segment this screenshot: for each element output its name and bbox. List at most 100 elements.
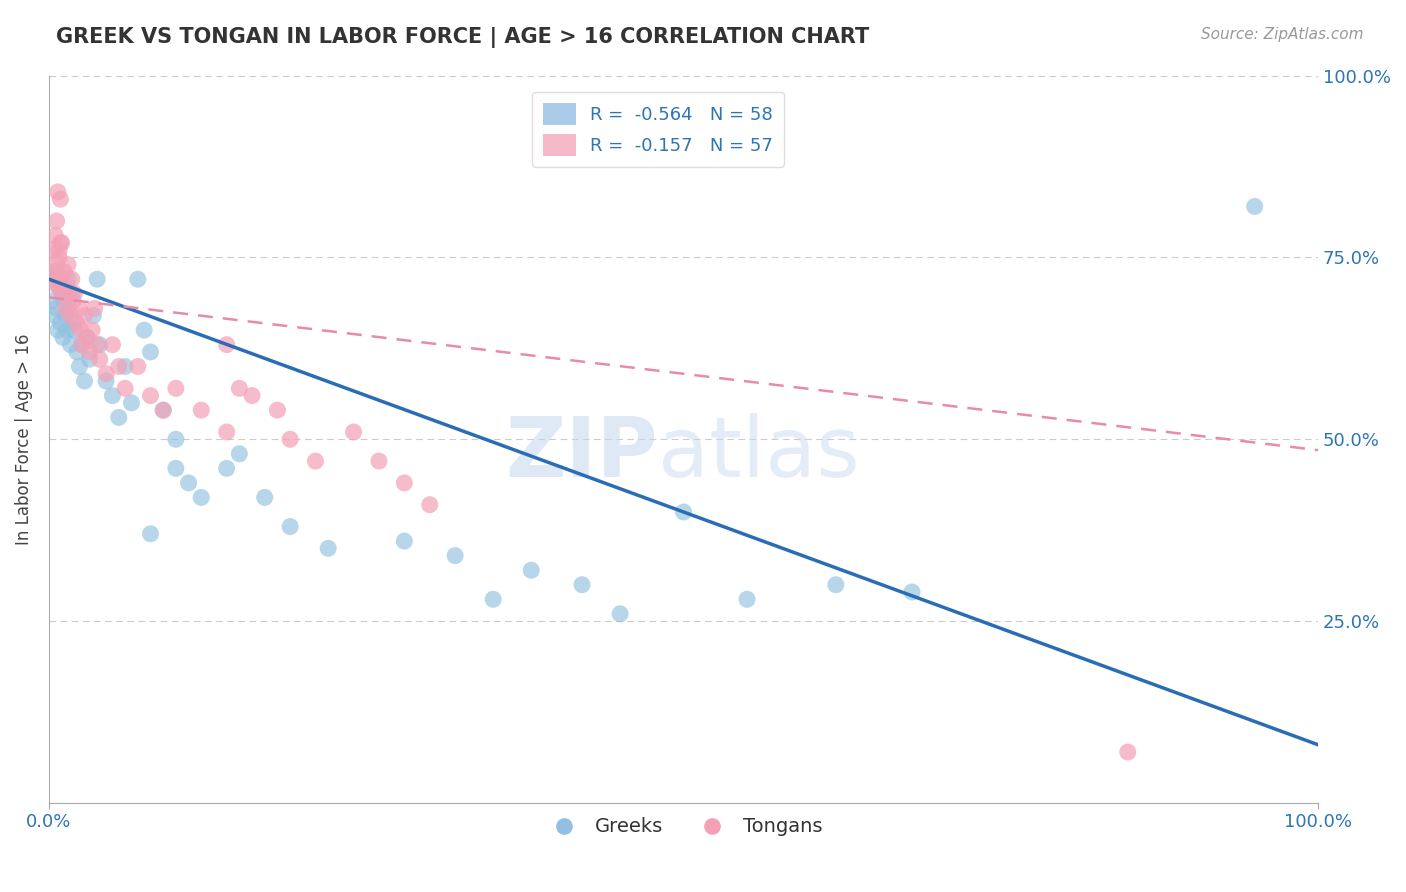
Point	[60, 286, 83, 301]
Point	[58, 286, 80, 301]
Point	[46, 185, 69, 199]
Text: GREEK VS TONGAN IN LABOR FORCE | AGE > 16 CORRELATION CHART: GREEK VS TONGAN IN LABOR FORCE | AGE > 1…	[56, 27, 869, 48]
Point	[70, 337, 93, 351]
Point	[60, 272, 83, 286]
Point	[368, 454, 391, 468]
Point	[79, 352, 101, 367]
Point	[165, 381, 187, 395]
Point	[901, 585, 924, 599]
Point	[215, 425, 238, 439]
Point	[86, 272, 108, 286]
Point	[45, 258, 67, 272]
Point	[83, 301, 105, 316]
Point	[48, 279, 70, 293]
Point	[1243, 199, 1265, 213]
Point	[94, 374, 117, 388]
Point	[67, 359, 90, 374]
Point	[55, 323, 77, 337]
Point	[51, 235, 73, 250]
Point	[190, 403, 212, 417]
Point	[190, 491, 212, 505]
Point	[67, 301, 90, 316]
Point	[42, 309, 65, 323]
Point	[69, 323, 91, 337]
Point	[394, 475, 416, 490]
Point	[82, 309, 104, 323]
Point	[394, 534, 416, 549]
Point	[121, 396, 143, 410]
Point	[41, 293, 63, 308]
Point	[66, 345, 89, 359]
Point	[53, 293, 76, 308]
Point	[152, 403, 174, 417]
Point	[52, 330, 75, 344]
Point	[89, 337, 111, 351]
Point	[76, 330, 98, 344]
Point	[73, 374, 96, 388]
Point	[101, 337, 124, 351]
Point	[59, 337, 82, 351]
Point	[127, 272, 149, 286]
Point	[56, 272, 79, 286]
Point	[165, 461, 187, 475]
Text: atlas: atlas	[658, 413, 860, 494]
Point	[66, 316, 89, 330]
Point	[46, 323, 69, 337]
Point	[152, 403, 174, 417]
Point	[101, 388, 124, 402]
Point	[107, 410, 129, 425]
Point	[63, 286, 86, 301]
Point	[73, 309, 96, 323]
Point	[316, 541, 339, 556]
Point	[304, 454, 326, 468]
Point	[52, 286, 75, 301]
Point	[278, 432, 301, 446]
Legend: Greeks, Tongans: Greeks, Tongans	[537, 810, 831, 844]
Point	[41, 265, 63, 279]
Point	[42, 272, 65, 286]
Point	[44, 228, 66, 243]
Point	[56, 258, 79, 272]
Point	[45, 214, 67, 228]
Y-axis label: In Labor Force | Age > 16: In Labor Force | Age > 16	[15, 334, 32, 545]
Point	[824, 578, 846, 592]
Point	[127, 359, 149, 374]
Point	[342, 425, 364, 439]
Point	[49, 316, 72, 330]
Point	[49, 192, 72, 206]
Point	[53, 265, 76, 279]
Point	[49, 272, 72, 286]
Point	[76, 330, 98, 344]
Point	[672, 505, 695, 519]
Point	[59, 309, 82, 323]
Point	[520, 563, 543, 577]
Point	[139, 388, 162, 402]
Point	[114, 381, 136, 395]
Point	[63, 323, 86, 337]
Point	[419, 498, 441, 512]
Point	[86, 337, 108, 351]
Point	[89, 352, 111, 367]
Point	[42, 243, 65, 257]
Point	[177, 475, 200, 490]
Point	[48, 243, 70, 257]
Point	[107, 359, 129, 374]
Point	[278, 519, 301, 533]
Point	[55, 301, 77, 316]
Point	[114, 359, 136, 374]
Point	[253, 491, 276, 505]
Point	[215, 461, 238, 475]
Point	[42, 272, 65, 286]
Point	[46, 279, 69, 293]
Point	[266, 403, 288, 417]
Point	[58, 301, 80, 316]
Point	[48, 279, 70, 293]
Point	[45, 301, 67, 316]
Point	[571, 578, 593, 592]
Text: Source: ZipAtlas.com: Source: ZipAtlas.com	[1201, 27, 1364, 42]
Point	[82, 323, 104, 337]
Point	[48, 251, 70, 265]
Point	[215, 337, 238, 351]
Point	[735, 592, 758, 607]
Text: ZIP: ZIP	[506, 413, 658, 494]
